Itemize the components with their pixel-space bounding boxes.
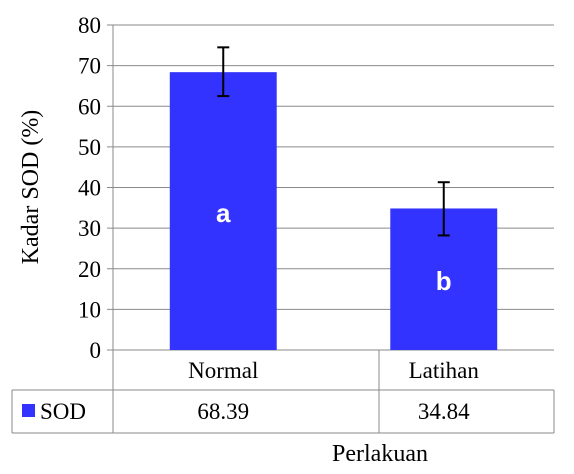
y-tick-label: 70 <box>78 54 101 79</box>
category-label: Normal <box>188 358 258 383</box>
y-tick-label: 20 <box>78 257 101 282</box>
data-table: SOD Normal Latihan 68.39 34.84 <box>11 350 555 434</box>
table-values: 68.39 34.84 <box>197 399 470 424</box>
bar-letters: ab <box>216 198 452 296</box>
category-label: Latihan <box>409 358 480 383</box>
y-tick-label: 40 <box>78 176 101 201</box>
bar-letter: a <box>216 198 231 228</box>
y-tick-label: 60 <box>78 94 101 119</box>
legend-label: SOD <box>40 399 86 424</box>
table-value: 68.39 <box>197 399 249 424</box>
category-labels: Normal Latihan <box>188 358 479 383</box>
x-axis-title: Perlakuan <box>332 441 428 467</box>
y-tick-label: 30 <box>78 216 101 241</box>
y-axis-title: Kadar SOD (%) <box>18 110 44 265</box>
legend-swatch <box>22 404 35 417</box>
y-tick-label: 80 <box>78 13 101 38</box>
table-value: 34.84 <box>418 399 470 424</box>
y-tick-labels: 0 10 20 30 40 50 60 70 80 <box>78 13 101 363</box>
bar-letter: b <box>436 266 452 296</box>
y-tick-label: 0 <box>90 338 102 363</box>
y-tick-label: 10 <box>78 297 101 322</box>
y-tick-label: 50 <box>78 135 101 160</box>
bar-normal <box>169 72 277 351</box>
error-bars <box>217 46 450 237</box>
